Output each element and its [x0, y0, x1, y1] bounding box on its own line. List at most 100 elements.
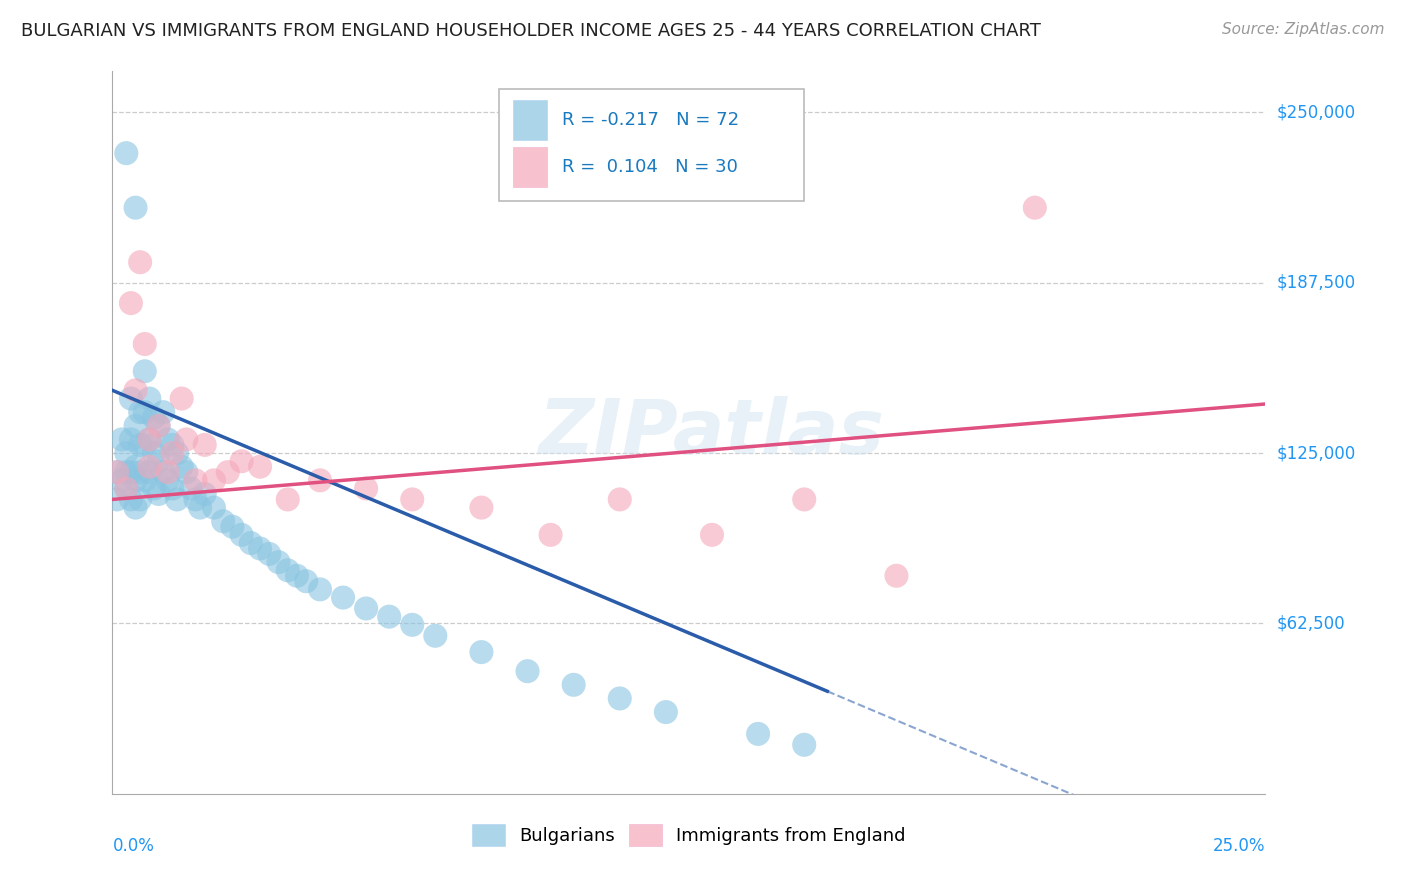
Point — [231, 528, 253, 542]
FancyBboxPatch shape — [513, 100, 547, 140]
Text: 25.0%: 25.0% — [1213, 838, 1265, 855]
Point — [354, 482, 377, 496]
Point — [259, 547, 281, 561]
Text: $250,000: $250,000 — [1277, 103, 1355, 121]
Point — [156, 465, 179, 479]
Point — [111, 473, 134, 487]
Point — [655, 705, 678, 719]
Point — [425, 629, 447, 643]
Point — [354, 601, 377, 615]
Point — [152, 465, 174, 479]
Point — [138, 433, 160, 447]
Point — [129, 438, 152, 452]
Point — [124, 473, 146, 487]
Point — [115, 482, 138, 496]
Point — [129, 255, 152, 269]
Point — [148, 418, 170, 433]
Point — [516, 664, 538, 678]
Point — [120, 296, 142, 310]
Point — [148, 454, 170, 468]
Point — [143, 482, 166, 496]
Point — [793, 492, 815, 507]
Point — [105, 465, 128, 479]
Point — [401, 617, 423, 632]
Point — [174, 465, 197, 479]
Point — [212, 514, 235, 528]
Point — [148, 487, 170, 501]
Point — [162, 482, 184, 496]
Point — [120, 492, 142, 507]
Point — [562, 678, 585, 692]
Point — [120, 392, 142, 406]
Point — [700, 528, 723, 542]
Point — [188, 500, 211, 515]
Point — [309, 473, 332, 487]
Point — [184, 492, 207, 507]
Point — [134, 473, 156, 487]
Point — [156, 473, 179, 487]
Point — [202, 500, 225, 515]
Text: Source: ZipAtlas.com: Source: ZipAtlas.com — [1222, 22, 1385, 37]
Point — [470, 500, 492, 515]
Point — [194, 487, 217, 501]
Point — [134, 364, 156, 378]
FancyBboxPatch shape — [499, 89, 804, 202]
Point — [747, 727, 769, 741]
Text: 0.0%: 0.0% — [112, 838, 155, 855]
Text: $125,000: $125,000 — [1277, 444, 1355, 462]
Point — [170, 459, 193, 474]
Point — [202, 473, 225, 487]
Point — [174, 433, 197, 447]
Point — [277, 492, 299, 507]
Point — [115, 146, 138, 161]
Point — [194, 438, 217, 452]
Point — [162, 446, 184, 460]
Point — [239, 536, 262, 550]
Text: $62,500: $62,500 — [1277, 615, 1346, 632]
Point — [401, 492, 423, 507]
Point — [285, 568, 308, 582]
Point — [124, 459, 146, 474]
Point — [1024, 201, 1046, 215]
Point — [124, 500, 146, 515]
Point — [152, 405, 174, 419]
Point — [143, 410, 166, 425]
Point — [120, 465, 142, 479]
Point — [332, 591, 354, 605]
Point — [470, 645, 492, 659]
Point — [231, 454, 253, 468]
Point — [138, 465, 160, 479]
Legend: Bulgarians, Immigrants from England: Bulgarians, Immigrants from England — [465, 817, 912, 854]
Point — [249, 541, 271, 556]
Point — [111, 433, 134, 447]
Point — [124, 418, 146, 433]
Point — [295, 574, 318, 589]
Point — [134, 405, 156, 419]
Text: $187,500: $187,500 — [1277, 274, 1355, 292]
Point — [609, 492, 631, 507]
Point — [540, 528, 562, 542]
Point — [124, 201, 146, 215]
Point — [138, 459, 160, 474]
Point — [138, 433, 160, 447]
Point — [217, 465, 239, 479]
Point — [124, 384, 146, 398]
Point — [105, 492, 128, 507]
Point — [277, 563, 299, 577]
Point — [120, 433, 142, 447]
Point — [115, 482, 138, 496]
Point — [166, 492, 188, 507]
Point — [170, 392, 193, 406]
Point — [180, 482, 202, 496]
Text: ZIPatlas: ZIPatlas — [538, 396, 884, 469]
Text: R = -0.217   N = 72: R = -0.217 N = 72 — [562, 111, 740, 128]
Point — [378, 609, 401, 624]
Text: R =  0.104   N = 30: R = 0.104 N = 30 — [562, 158, 738, 176]
Point — [134, 337, 156, 351]
Point — [115, 465, 138, 479]
Point — [162, 438, 184, 452]
FancyBboxPatch shape — [513, 147, 547, 187]
Point — [105, 465, 128, 479]
Point — [267, 555, 290, 569]
Point — [156, 433, 179, 447]
